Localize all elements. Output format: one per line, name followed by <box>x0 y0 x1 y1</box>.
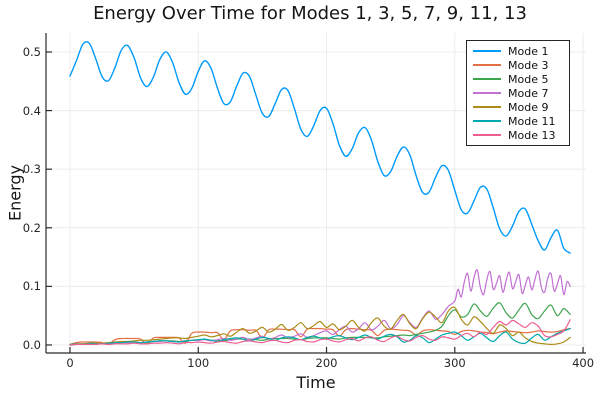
x-tick-label: 0 <box>66 356 74 370</box>
x-tick-label: 200 <box>315 356 338 370</box>
y-tick-label: 0.4 <box>22 103 41 118</box>
legend-item-mode-7: Mode 7 <box>467 87 569 100</box>
legend-item-mode-13: Mode 13 <box>467 129 569 142</box>
legend-line-sample <box>473 78 501 80</box>
series-line-mode-11 <box>69 328 571 346</box>
legend-item-mode-5: Mode 5 <box>467 73 569 86</box>
series-line-mode-13 <box>69 319 571 346</box>
legend-line-sample <box>473 120 501 122</box>
y-tick-label: 0.1 <box>22 279 41 294</box>
legend-line-sample <box>473 50 501 52</box>
x-tick-label: 100 <box>187 356 210 370</box>
legend-line-sample <box>473 92 501 94</box>
legend-label: Mode 1 <box>508 44 549 58</box>
y-tick-label: 0.2 <box>22 220 41 235</box>
legend-label: Mode 9 <box>508 100 549 114</box>
x-axis-label: Time <box>296 373 336 392</box>
legend-label: Mode 13 <box>508 128 556 142</box>
legend-label: Mode 7 <box>508 86 549 100</box>
legend-label: Mode 3 <box>508 58 549 72</box>
legend-line-sample <box>473 106 501 108</box>
chart-title: Energy Over Time for Modes 1, 3, 5, 7, 9… <box>93 3 527 24</box>
y-tick-label: 0.3 <box>22 162 41 177</box>
legend-line-sample <box>473 64 501 66</box>
legend-line-sample <box>473 134 501 136</box>
legend-item-mode-1: Mode 1 <box>467 45 569 58</box>
x-tick-label: 300 <box>443 356 466 370</box>
legend-label: Mode 11 <box>508 114 556 128</box>
y-tick-label: 0.0 <box>22 337 41 352</box>
legend: Mode 1 Mode 3 Mode 5 Mode 7 Mode 9 Mode 11 Mod… <box>466 40 570 146</box>
series-line-mode-9 <box>69 306 571 346</box>
legend-item-mode-11: Mode 11 <box>467 115 569 128</box>
series-line-mode-3 <box>69 327 571 346</box>
series-line-mode-1 <box>69 41 571 254</box>
legend-item-mode-3: Mode 3 <box>467 59 569 72</box>
y-tick-label: 0.5 <box>22 44 41 59</box>
legend-label: Mode 5 <box>508 72 549 86</box>
x-tick-label: 400 <box>572 356 595 370</box>
legend-item-mode-9: Mode 9 <box>467 101 569 114</box>
